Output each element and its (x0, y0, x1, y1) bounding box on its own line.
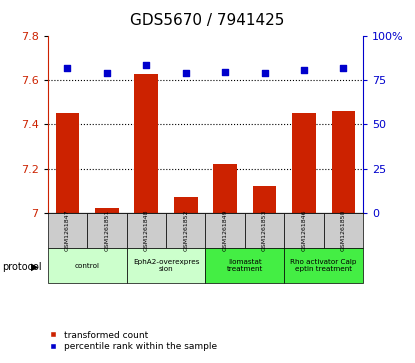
Bar (292, 113, 316, 213)
Bar (127, 248, 205, 283)
Bar (48, 248, 127, 283)
Bar (205, 248, 284, 283)
Point (300, 67, 307, 73)
Text: GDS5670 / 7941425: GDS5670 / 7941425 (130, 13, 285, 28)
Bar (332, 111, 355, 213)
Text: GSM1261846: GSM1261846 (301, 209, 307, 251)
Text: GSM1261851: GSM1261851 (104, 209, 110, 251)
Bar (205, 213, 245, 248)
Point (64, 65, 71, 71)
Point (143, 62, 150, 68)
Point (183, 70, 189, 76)
Legend: transformed count, percentile rank within the sample: transformed count, percentile rank withi… (46, 327, 221, 355)
Text: GSM1261853: GSM1261853 (262, 209, 267, 251)
Text: Ilomastat
treatment: Ilomastat treatment (227, 259, 263, 272)
Bar (284, 213, 324, 248)
Text: protocol: protocol (2, 262, 42, 272)
Bar (245, 213, 284, 248)
Point (104, 70, 110, 76)
Point (340, 65, 347, 71)
Bar (48, 213, 87, 248)
Bar (56, 113, 79, 213)
Text: GSM1261848: GSM1261848 (144, 209, 149, 251)
Text: control: control (75, 262, 100, 269)
Bar (253, 186, 276, 213)
Text: GSM1261852: GSM1261852 (183, 209, 188, 251)
Point (222, 69, 229, 74)
Text: Rho activator Calp
eptin treatment: Rho activator Calp eptin treatment (290, 259, 357, 272)
Bar (174, 197, 198, 213)
Bar (324, 213, 363, 248)
Bar (95, 208, 119, 213)
Text: GSM1261847: GSM1261847 (65, 209, 70, 251)
Bar (127, 213, 166, 248)
Bar (284, 248, 363, 283)
Text: ▶: ▶ (31, 262, 39, 272)
Bar (166, 213, 205, 248)
Bar (213, 164, 237, 213)
Bar (134, 74, 158, 213)
Text: GSM1261849: GSM1261849 (222, 209, 228, 251)
Point (261, 70, 268, 76)
Text: EphA2-overexpres
sion: EphA2-overexpres sion (133, 259, 199, 272)
Text: GSM1261850: GSM1261850 (341, 209, 346, 251)
Bar (87, 213, 127, 248)
